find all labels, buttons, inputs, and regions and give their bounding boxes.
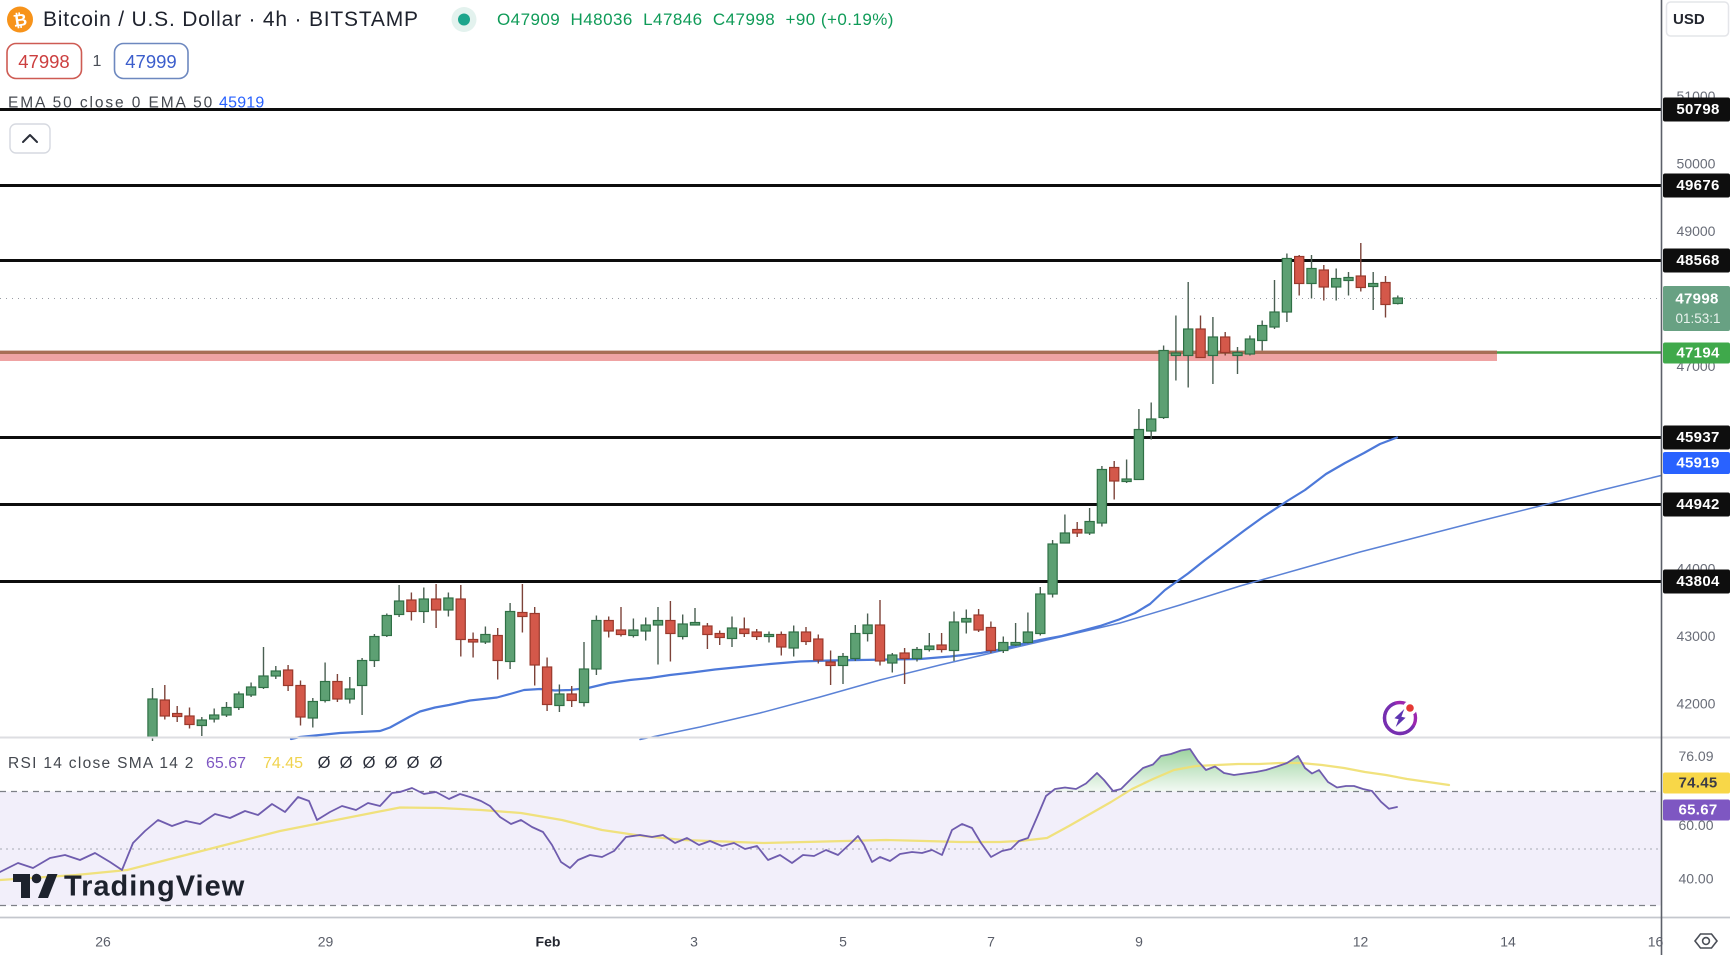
svg-text:45919: 45919 xyxy=(219,95,265,112)
svg-text:Ø: Ø xyxy=(407,754,420,772)
svg-text:Ø: Ø xyxy=(363,754,376,772)
svg-text:44942: 44942 xyxy=(1676,496,1719,513)
svg-text:12: 12 xyxy=(1353,934,1369,950)
svg-text:49676: 49676 xyxy=(1676,177,1719,194)
svg-text:74.45: 74.45 xyxy=(1678,775,1717,792)
svg-text:5: 5 xyxy=(839,934,847,950)
svg-text:Ø: Ø xyxy=(385,754,398,772)
svg-text:USD: USD xyxy=(1673,11,1705,28)
svg-text:7: 7 xyxy=(987,934,995,950)
svg-text:Ø: Ø xyxy=(430,754,443,772)
svg-text:76.09: 76.09 xyxy=(1678,748,1713,764)
svg-text:26: 26 xyxy=(95,934,111,950)
svg-text:50798: 50798 xyxy=(1676,101,1719,118)
svg-text:45919: 45919 xyxy=(1676,455,1719,472)
svg-text:47998: 47998 xyxy=(18,51,69,72)
svg-text:43000: 43000 xyxy=(1677,628,1716,644)
svg-text:Feb: Feb xyxy=(536,934,561,950)
svg-text:O47909 H48036 L47846 C47998: O47909 H48036 L47846 C47998 +90 (+0.19%) xyxy=(497,10,894,29)
svg-text:43804: 43804 xyxy=(1676,573,1720,590)
svg-text:45937: 45937 xyxy=(1676,429,1719,446)
svg-text:65.67: 65.67 xyxy=(1678,802,1717,819)
svg-text:40.00: 40.00 xyxy=(1678,871,1713,887)
svg-text:47999: 47999 xyxy=(125,51,176,72)
svg-text:Ø: Ø xyxy=(340,754,353,772)
svg-text:TradingView: TradingView xyxy=(64,871,245,903)
svg-text:65.67: 65.67 xyxy=(206,755,246,772)
svg-text:14: 14 xyxy=(1500,934,1516,950)
svg-text:42000: 42000 xyxy=(1677,695,1716,711)
svg-text:EMA 50 close 0 EMA 50: EMA 50 close 0 EMA 50 xyxy=(8,95,214,112)
svg-text:16: 16 xyxy=(1648,934,1664,950)
svg-text:Ø: Ø xyxy=(318,754,331,772)
svg-text:01:53:1: 01:53:1 xyxy=(1675,311,1720,326)
svg-text:49000: 49000 xyxy=(1677,223,1716,239)
svg-text:₿: ₿ xyxy=(12,10,29,31)
svg-text:47998: 47998 xyxy=(1675,291,1718,308)
svg-text:29: 29 xyxy=(318,934,334,950)
svg-text:RSI 14 close SMA 14 2: RSI 14 close SMA 14 2 xyxy=(8,755,195,772)
svg-text:1: 1 xyxy=(93,53,102,70)
svg-text:74.45: 74.45 xyxy=(263,755,303,772)
svg-text:9: 9 xyxy=(1135,934,1143,950)
svg-text:48568: 48568 xyxy=(1676,252,1719,269)
svg-text:3: 3 xyxy=(690,934,698,950)
svg-text:60.00: 60.00 xyxy=(1678,817,1713,833)
svg-text:47194: 47194 xyxy=(1676,345,1720,362)
svg-text:50000: 50000 xyxy=(1677,155,1716,171)
svg-text:Bitcoin / U.S. Dollar · 4h · B: Bitcoin / U.S. Dollar · 4h · BITSTAMP xyxy=(43,8,419,31)
